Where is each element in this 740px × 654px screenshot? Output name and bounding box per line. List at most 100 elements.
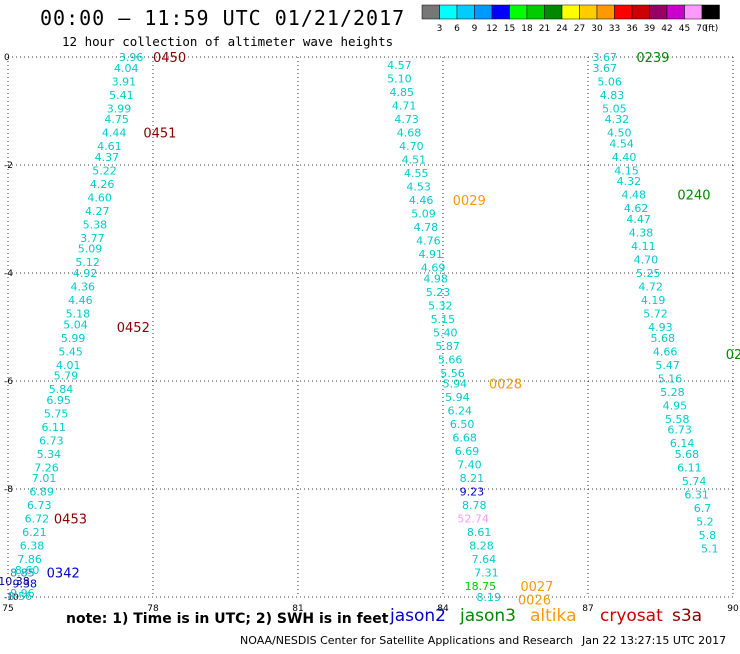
y-tick-label: 0 bbox=[4, 53, 10, 63]
colorbar-unit: (ft) bbox=[705, 24, 719, 34]
swh-value-label: 5.28 bbox=[660, 386, 685, 399]
generated-timestamp: Jan 22 13:27:15 UTC 2017 bbox=[582, 634, 727, 647]
colorbar-label: 36 bbox=[626, 24, 638, 34]
swh-value-label: 8.19 bbox=[477, 591, 502, 604]
swh-value-label: 4.38 bbox=[629, 227, 654, 240]
swh-value-label: 6.11 bbox=[42, 421, 67, 434]
swh-value-label: 5.04 bbox=[63, 318, 88, 331]
x-tick-label: 90 bbox=[727, 604, 739, 614]
colorbar-label: 3 bbox=[437, 24, 443, 34]
swh-value-label: 4.62 bbox=[624, 202, 649, 215]
colorbar-label: 39 bbox=[644, 24, 656, 34]
footnote: note: 1) Time is in UTC; 2) SWH is in fe… bbox=[66, 611, 389, 627]
y-tick-label: -8 bbox=[4, 485, 13, 495]
swh-value-label: 5.45 bbox=[58, 345, 83, 358]
page-subtitle: 12 hour collection of altimeter wave hei… bbox=[62, 34, 394, 49]
swh-value-label: 7.01 bbox=[32, 472, 57, 485]
colorbar-swatch bbox=[701, 4, 720, 20]
legend-jason3: jason3 bbox=[460, 606, 516, 626]
swh-value-label: 4.72 bbox=[638, 281, 663, 294]
credit-line: NOAA/NESDIS Center for Satellite Applica… bbox=[240, 634, 574, 647]
x-tick-label: 84 bbox=[437, 604, 449, 614]
swh-value-label: 5.25 bbox=[636, 267, 661, 280]
swh-value-label: 6.68 bbox=[452, 432, 477, 445]
swh-value-label: 6.95 bbox=[46, 394, 71, 407]
swh-value-label: 5.09 bbox=[411, 208, 436, 221]
swh-value-label: 4.50 bbox=[607, 127, 632, 140]
swh-value-label: 5.40 bbox=[433, 326, 458, 339]
swh-value-label: 9.96 bbox=[10, 587, 35, 600]
swh-value-label: 4.15 bbox=[614, 164, 639, 177]
swh-value-label: 6.11 bbox=[677, 461, 702, 474]
colorbar-swatch bbox=[544, 4, 563, 20]
swh-value-label: 5.56 bbox=[440, 367, 465, 380]
colorbar-swatch bbox=[439, 4, 458, 20]
colorbar-label: 6 bbox=[454, 24, 460, 34]
swh-value-label: 5.72 bbox=[643, 308, 668, 321]
time-label: 0027 bbox=[520, 580, 553, 595]
y-tick-label: -4 bbox=[4, 269, 13, 279]
swh-value-label: 4.36 bbox=[71, 281, 96, 294]
swh-value-label: 4.46 bbox=[409, 194, 434, 207]
swh-value-label: 9.38 bbox=[13, 578, 38, 591]
swh-value-label: 4.47 bbox=[626, 213, 651, 226]
swh-value-label: 8.60 bbox=[15, 564, 40, 577]
colorbar-label: 45 bbox=[679, 24, 690, 34]
swh-value-label: 4.53 bbox=[406, 181, 431, 194]
swh-value-label: 5.84 bbox=[49, 383, 74, 396]
swh-value-label: 4.60 bbox=[87, 191, 112, 204]
y-tick-label: -10 bbox=[4, 593, 19, 603]
swh-value-label: 5.68 bbox=[651, 332, 676, 345]
colorbar-swatch bbox=[596, 4, 615, 20]
swh-value-label: 5.09 bbox=[78, 243, 103, 256]
legend-altika: altika bbox=[530, 606, 577, 626]
swh-value-label: 6.24 bbox=[448, 405, 473, 418]
swh-value-label: 6.38 bbox=[20, 540, 45, 553]
time-label: 0239 bbox=[636, 51, 669, 66]
swh-value-label: 3.77 bbox=[80, 232, 105, 245]
colorbar-swatch bbox=[509, 4, 528, 20]
time-label: 0452 bbox=[117, 321, 150, 336]
legend-cryosat: cryosat bbox=[600, 606, 663, 626]
swh-value-label: 5.10 bbox=[387, 73, 412, 86]
swh-value-label: 4.51 bbox=[402, 154, 427, 167]
colorbar-swatch bbox=[649, 4, 668, 20]
swh-value-label: 18.75 bbox=[465, 580, 497, 593]
swh-value-label: 4.48 bbox=[622, 189, 647, 202]
time-label: 0451 bbox=[143, 127, 176, 142]
swh-value-label: 3.67 bbox=[593, 51, 618, 64]
swh-value-label: 5.18 bbox=[66, 308, 91, 321]
x-tick-label: 81 bbox=[292, 604, 303, 614]
colorbar-swatch bbox=[666, 4, 685, 20]
swh-value-label: 5.68 bbox=[675, 448, 700, 461]
swh-value-label: 4.32 bbox=[605, 113, 630, 126]
swh-value-label: 5.8 bbox=[699, 529, 717, 542]
swh-value-label: 5.74 bbox=[682, 475, 707, 488]
swh-value-label: 5.47 bbox=[655, 359, 680, 372]
swh-value-label: 4.76 bbox=[416, 235, 441, 248]
swh-value-label: 3.96 bbox=[119, 51, 144, 64]
swh-value-label: 5.15 bbox=[431, 313, 456, 326]
swh-value-label: 4.98 bbox=[423, 272, 448, 285]
time-label: 0028 bbox=[489, 378, 522, 393]
swh-value-label: 3.99 bbox=[107, 102, 132, 115]
swh-value-label: 5.99 bbox=[61, 332, 86, 345]
swh-value-label: 5.32 bbox=[428, 299, 453, 312]
swh-value-label: 4.69 bbox=[421, 262, 446, 275]
swh-value-label: 4.46 bbox=[68, 294, 93, 307]
swh-value-label: 3.67 bbox=[593, 62, 618, 75]
swh-value-label: 5.41 bbox=[109, 89, 134, 102]
swh-value-label: 5.12 bbox=[75, 256, 100, 269]
colorbar-swatch bbox=[561, 4, 580, 20]
swh-value-label: 5.94 bbox=[445, 391, 470, 404]
swh-value-label: 9.23 bbox=[460, 486, 485, 499]
swh-value-label: 4.11 bbox=[631, 240, 656, 253]
swh-value-label: 4.68 bbox=[397, 127, 422, 140]
swh-value-label: 4.93 bbox=[648, 321, 673, 334]
colorbar-label: 42 bbox=[661, 24, 672, 34]
swh-value-label: 4.40 bbox=[612, 151, 637, 164]
swh-value-label: 4.70 bbox=[634, 254, 659, 267]
colorbar-label: 18 bbox=[521, 24, 533, 34]
swh-value-label: 4.04 bbox=[114, 62, 139, 75]
